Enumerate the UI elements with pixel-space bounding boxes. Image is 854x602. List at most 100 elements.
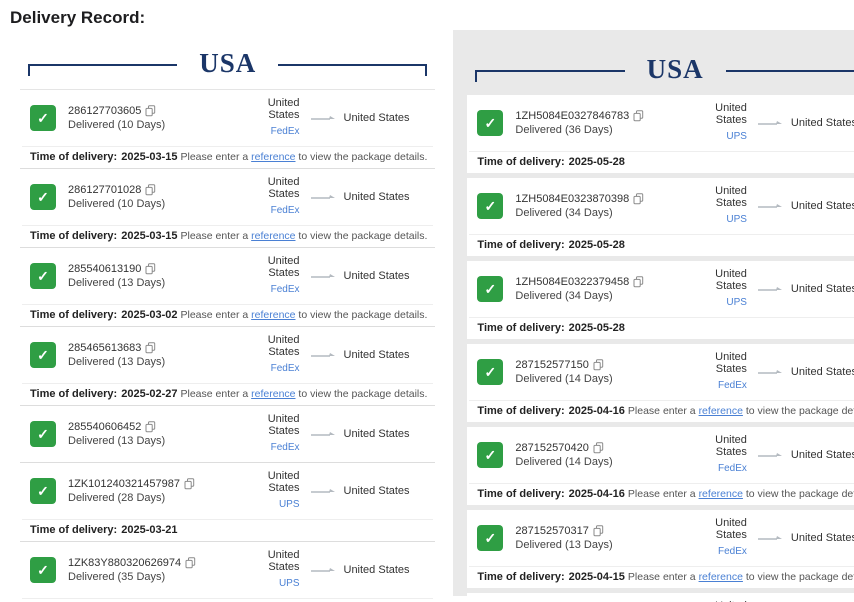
time-of-delivery-row: Time of delivery: 2025-05-28	[469, 317, 854, 339]
record-info: 286127701028 Delivered (10 Days)	[68, 184, 238, 210]
tracking-number[interactable]: 285465613683	[68, 342, 142, 354]
origin-country: United States	[715, 434, 747, 458]
record-main-row: ✓ 285540613190 Delivered (13 Days) Unite…	[22, 248, 433, 304]
carrier-link[interactable]: UPS	[726, 297, 747, 308]
origin-country: United States	[267, 255, 300, 279]
delivery-status: Delivered (28 Days)	[68, 492, 166, 504]
copy-icon[interactable]	[145, 421, 156, 433]
delivery-record: ✓ 286127703605 Delivered (10 Days) Unite…	[20, 90, 436, 169]
tracking-number[interactable]: 1ZK101240321457987	[68, 478, 180, 490]
carrier-link[interactable]: FedEx	[270, 126, 300, 137]
carrier-link[interactable]: FedEx	[718, 380, 747, 391]
tracking-number[interactable]: 285540606452	[68, 421, 142, 433]
carrier-link[interactable]: UPS	[278, 578, 300, 589]
copy-icon[interactable]	[145, 342, 156, 354]
carrier-link[interactable]: FedEx	[270, 284, 300, 295]
copy-icon[interactable]	[185, 557, 196, 569]
delivered-check-icon: ✓	[30, 557, 56, 583]
reference-link[interactable]: reference	[698, 488, 743, 500]
delivered-check-icon: ✓	[30, 184, 56, 210]
delivery-record: ✓ 285465613683 Delivered (13 Days) Unite…	[20, 327, 436, 406]
record-main-row: ✓ 286127703605 Delivered (10 Days) Unite…	[22, 90, 433, 146]
usa-panel-right: USA ✓ 1ZH5084E0327846783 Delivered (36 D…	[453, 30, 854, 602]
carrier-link[interactable]: FedEx	[270, 363, 300, 374]
carrier-link[interactable]: UPS	[278, 499, 300, 510]
copy-icon[interactable]	[593, 442, 604, 454]
carrier-link[interactable]: UPS	[726, 214, 747, 225]
delivery-status: Delivered (13 Days)	[68, 277, 166, 289]
reference-link[interactable]: reference	[251, 230, 296, 242]
origin-country: United States	[267, 549, 300, 573]
copy-icon[interactable]	[145, 184, 156, 196]
tracking-number[interactable]: 1ZH5084E0327846783	[515, 110, 630, 122]
page-title: Delivery Record:	[10, 8, 146, 27]
destination-country: United States	[790, 366, 854, 378]
destination-country: United States	[343, 564, 410, 576]
time-of-delivery-row: Time of delivery: 2025-03-21	[22, 519, 434, 541]
reference-link[interactable]: reference	[251, 151, 296, 163]
route: United States FedEx United States	[238, 176, 427, 218]
carrier-link[interactable]: FedEx	[270, 442, 300, 453]
copy-icon[interactable]	[633, 193, 644, 205]
carrier-link[interactable]: FedEx	[270, 205, 300, 216]
origin-country: United States	[686, 600, 747, 602]
record-info: 1ZH5084E0322379458 Delivered (34 Days)	[515, 276, 685, 302]
time-of-delivery-row: Time of delivery: 2025-03-02 Please enter …	[22, 304, 434, 326]
tracking-number[interactable]: 1ZH5084E0322379458	[515, 276, 630, 288]
carrier-link[interactable]: FedEx	[718, 546, 747, 557]
tracking-number[interactable]: 1ZH5084E0323870398	[515, 193, 630, 205]
reference-link[interactable]: reference	[698, 571, 743, 583]
route: United States UPS United States	[238, 549, 427, 591]
time-of-delivery-label: Time of delivery:	[30, 524, 118, 536]
copy-icon[interactable]	[633, 276, 644, 288]
reference-link[interactable]: reference	[698, 405, 743, 417]
tracking-number[interactable]: 286127701028	[68, 184, 142, 196]
tracking-number[interactable]: 287152570317	[515, 525, 589, 537]
record-main-row: ✓ 285540606452 Delivered (13 Days) Unite…	[22, 406, 433, 462]
tracking-number[interactable]: 287152570420	[515, 442, 589, 454]
record-info: 1ZH5084E0327846783 Delivered (36 Days)	[515, 110, 685, 136]
usa-header-left: USA	[28, 50, 428, 77]
carrier-link[interactable]: FedEx	[718, 463, 747, 474]
record-info: 287152570420 Delivered (14 Days)	[515, 442, 685, 468]
time-of-delivery-row: Time of delivery: 2025-02-27 Please enter …	[22, 383, 434, 405]
delivery-record: ✓ 287152570420 Delivered (14 Days) Unite…	[467, 427, 854, 505]
delivery-status: Delivered (13 Days)	[68, 435, 166, 447]
tracking-number[interactable]: 285540613190	[68, 263, 142, 275]
copy-icon[interactable]	[145, 105, 156, 117]
record-main-row: ✓ 1ZK83Y880320626974 Delivered (35 Days)…	[22, 542, 433, 598]
tracking-number[interactable]: 1ZK83Y880320626974	[68, 557, 182, 569]
copy-icon[interactable]	[593, 525, 604, 537]
origin-country: United States	[267, 413, 300, 437]
tracking-number[interactable]: 287152577150	[515, 359, 589, 371]
delivered-check-icon: ✓	[30, 478, 56, 504]
record-main-row: ✓ 1ZKE10660323366735 Delivered (30 Days)…	[469, 593, 854, 602]
delivery-date: 2025-05-28	[568, 156, 625, 168]
time-of-delivery-label: Time of delivery:	[477, 239, 565, 251]
copy-icon[interactable]	[633, 110, 644, 122]
route: United States UPS United States	[686, 185, 854, 227]
reference-note: Please enter a reference to view the pac…	[180, 151, 428, 163]
carrier-link[interactable]: UPS	[726, 131, 747, 142]
delivery-date: 2025-05-28	[568, 239, 625, 251]
route-arrow-icon	[310, 432, 335, 436]
copy-icon[interactable]	[145, 263, 156, 275]
delivery-date: 2025-04-16	[568, 488, 625, 500]
delivery-status: Delivered (34 Days)	[515, 207, 613, 219]
delivered-check-icon: ✓	[477, 442, 504, 468]
copy-icon[interactable]	[184, 478, 195, 490]
origin-country: United States	[267, 470, 300, 494]
route: United States FedEx United States	[238, 413, 427, 455]
time-of-delivery-label: Time of delivery:	[30, 230, 118, 242]
delivery-date: 2025-03-21	[121, 524, 178, 536]
route: United States UPS United States	[238, 470, 427, 512]
route: United States UPS United States	[686, 600, 854, 602]
destination-country: United States	[790, 449, 854, 461]
reference-link[interactable]: reference	[251, 388, 296, 400]
record-info: 285465613683 Delivered (13 Days)	[68, 342, 238, 368]
route-arrow-icon	[310, 116, 335, 120]
tracking-number[interactable]: 286127703605	[68, 105, 142, 117]
reference-link[interactable]: reference	[251, 309, 296, 321]
copy-icon[interactable]	[593, 359, 604, 371]
time-of-delivery-label: Time of delivery:	[477, 322, 565, 334]
